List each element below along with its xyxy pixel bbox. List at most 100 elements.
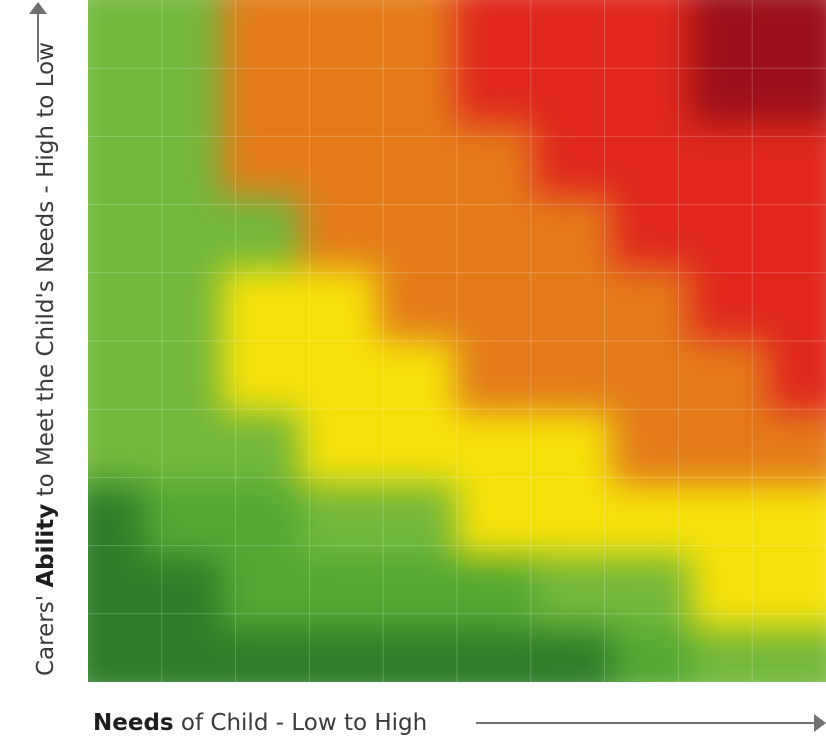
heatmap-grid	[88, 0, 826, 682]
heatmap-cell-r6-c0	[88, 412, 146, 487]
heatmap-cell-r9-c7	[612, 629, 693, 682]
heatmap-cell-r5-c1	[143, 339, 224, 415]
heatmap-cell-r1-c6	[534, 50, 615, 126]
heatmap-cell-r0-c0	[88, 0, 146, 53]
heatmap-cell-r0-c9	[768, 0, 826, 53]
heatmap-cell-r6-c9	[768, 412, 826, 487]
heatmap-cell-r4-c5	[455, 267, 537, 343]
heatmap-cell-r3-c4	[377, 195, 459, 270]
x-axis-label: Needs of Child - Low to High	[93, 710, 428, 736]
heatmap-cell-r0-c6	[534, 0, 615, 53]
heatmap-cell-r0-c2	[221, 0, 302, 53]
heatmap-cells	[88, 0, 826, 682]
heatmap-cell-r4-c0	[88, 267, 146, 343]
heatmap-cell-r2-c5	[455, 123, 537, 198]
heatmap-cell-r7-c2	[221, 484, 302, 559]
x-axis-arrow-icon	[814, 714, 826, 732]
y-axis-arrow-icon	[29, 2, 47, 14]
heatmap-cell-r2-c8	[690, 123, 771, 198]
heatmap-cell-r3-c5	[455, 195, 537, 270]
x-axis-arrow-line	[476, 722, 816, 724]
heatmap-cell-r9-c8	[690, 629, 771, 682]
heatmap-cell-r5-c7	[612, 339, 693, 415]
heatmap-cell-r8-c2	[221, 556, 302, 632]
heatmap-cell-r7-c3	[299, 484, 380, 559]
heatmap-cell-r7-c4	[377, 484, 459, 559]
heatmap-cell-r2-c7	[612, 123, 693, 198]
heatmap-cell-r3-c7	[612, 195, 693, 270]
heatmap-cell-r1-c3	[299, 50, 380, 126]
heatmap-cell-r1-c4	[377, 50, 459, 126]
heatmap-cell-r4-c8	[690, 267, 771, 343]
heatmap-cell-r7-c7	[612, 484, 693, 559]
heatmap-cell-r5-c0	[88, 339, 146, 415]
heatmap-cell-r7-c8	[690, 484, 771, 559]
heatmap-cell-r9-c5	[455, 629, 537, 682]
heatmap-cell-r3-c3	[299, 195, 380, 270]
heatmap-cell-r8-c9	[768, 556, 826, 632]
heatmap-cell-r2-c0	[88, 123, 146, 198]
heatmap-cell-r6-c5	[455, 412, 537, 487]
heatmap-cell-r9-c1	[143, 629, 224, 682]
heatmap-cell-r9-c2	[221, 629, 302, 682]
heatmap-area	[88, 0, 826, 682]
heatmap-cell-r1-c7	[612, 50, 693, 126]
heatmap-cell-r1-c9	[768, 50, 826, 126]
heatmap-cell-r0-c1	[143, 0, 224, 53]
heatmap-cell-r9-c4	[377, 629, 459, 682]
heatmap-cell-r4-c9	[768, 267, 826, 343]
heatmap-cell-r6-c1	[143, 412, 224, 487]
heatmap-cell-r5-c3	[299, 339, 380, 415]
heatmap-cell-r2-c9	[768, 123, 826, 198]
heatmap-cell-r8-c7	[612, 556, 693, 632]
heatmap-cell-r7-c0	[88, 484, 146, 559]
heatmap-cell-r0-c3	[299, 0, 380, 53]
heatmap-cell-r3-c1	[143, 195, 224, 270]
heatmap-cell-r1-c8	[690, 50, 771, 126]
heatmap-cell-r4-c4	[377, 267, 459, 343]
heatmap-cell-r7-c6	[534, 484, 615, 559]
heatmap-cell-r0-c4	[377, 0, 459, 53]
heatmap-cell-r3-c9	[768, 195, 826, 270]
heatmap-cell-r9-c3	[299, 629, 380, 682]
heatmap-cell-r6-c4	[377, 412, 459, 487]
heatmap-cell-r4-c2	[221, 267, 302, 343]
heatmap-cell-r4-c6	[534, 267, 615, 343]
y-axis-arrow-line	[37, 14, 39, 62]
heatmap-cell-r5-c4	[377, 339, 459, 415]
heatmap-cell-r5-c2	[221, 339, 302, 415]
heatmap-cell-r6-c8	[690, 412, 771, 487]
heatmap-cell-r4-c1	[143, 267, 224, 343]
heatmap-cell-r2-c6	[534, 123, 615, 198]
heatmap-cell-r1-c2	[221, 50, 302, 126]
heatmap-cell-r8-c5	[455, 556, 537, 632]
heatmap-cell-r3-c8	[690, 195, 771, 270]
heatmap-cell-r1-c0	[88, 50, 146, 126]
heatmap-cell-r6-c7	[612, 412, 693, 487]
heatmap-cell-r6-c3	[299, 412, 380, 487]
heatmap-cell-r3-c6	[534, 195, 615, 270]
heatmap-cell-r2-c4	[377, 123, 459, 198]
heatmap-cell-r9-c6	[534, 629, 615, 682]
heatmap-cell-r8-c6	[534, 556, 615, 632]
heatmap-cell-r6-c2	[221, 412, 302, 487]
heatmap-cell-r0-c8	[690, 0, 771, 53]
heatmap-cell-r4-c3	[299, 267, 380, 343]
heatmap-cell-r8-c0	[88, 556, 146, 632]
heatmap-cell-r5-c9	[768, 339, 826, 415]
heatmap-cell-r2-c2	[221, 123, 302, 198]
heatmap-cell-r5-c5	[455, 339, 537, 415]
heatmap-cell-r2-c3	[299, 123, 380, 198]
heatmap-cell-r8-c3	[299, 556, 380, 632]
heatmap-cell-r5-c6	[534, 339, 615, 415]
heatmap-cell-r0-c5	[455, 0, 537, 53]
y-axis-label: Carers' Ability to Meet the Child's Need…	[33, 42, 59, 676]
heatmap-cell-r3-c2	[221, 195, 302, 270]
heatmap-cell-r4-c7	[612, 267, 693, 343]
heatmap-cell-r3-c0	[88, 195, 146, 270]
heatmap-cell-r9-c0	[88, 629, 146, 682]
heatmap-cell-r9-c9	[768, 629, 826, 682]
heatmap-cell-r7-c5	[455, 484, 537, 559]
heatmap-cell-r6-c6	[534, 412, 615, 487]
heatmap-cell-r5-c8	[690, 339, 771, 415]
